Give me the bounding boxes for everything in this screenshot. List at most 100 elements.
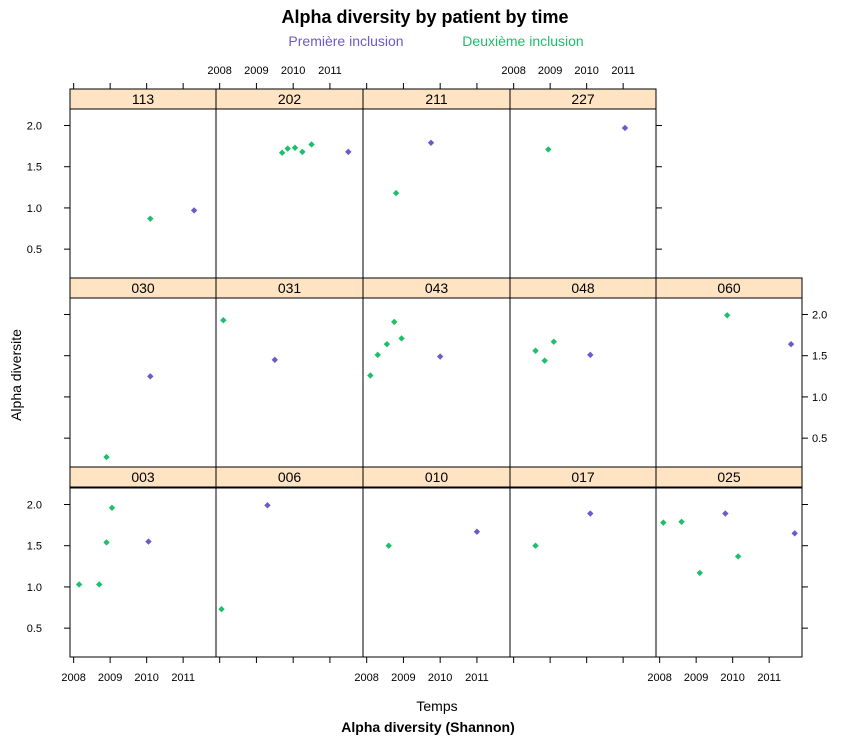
y-tick-label: 1.0: [27, 203, 42, 215]
strip-label: 202: [278, 91, 302, 107]
data-point: [108, 504, 116, 511]
x-tick-label: 2011: [465, 672, 489, 684]
panel-202: 202: [215, 88, 364, 279]
panel-frame: [655, 487, 803, 658]
data-point: [550, 338, 557, 345]
data-point: [678, 518, 685, 525]
panel-025: 025: [655, 466, 803, 658]
data-point: [587, 351, 594, 359]
data-point: [308, 141, 315, 148]
x-tick-label: 2009: [684, 672, 708, 684]
data-point: [284, 145, 291, 152]
data-point: [264, 502, 271, 509]
panel-frame: [655, 297, 803, 468]
data-point: [383, 340, 391, 348]
x-tick-label: 2008: [207, 65, 231, 77]
panel-frame: [362, 108, 511, 279]
y-tick-label: 2.0: [27, 499, 42, 511]
data-point: [278, 149, 286, 156]
x-tick-label: 2010: [281, 65, 305, 77]
data-point: [436, 353, 444, 360]
data-point: [190, 207, 198, 214]
panel-frame: [69, 297, 217, 468]
panel-227: 227: [509, 88, 657, 279]
data-point: [545, 146, 552, 153]
x-tick-label: 2010: [134, 672, 158, 684]
data-point: [147, 373, 154, 380]
strip-label: 003: [131, 469, 155, 485]
data-point: [291, 144, 299, 151]
panel-211: 211: [362, 88, 511, 279]
panel-048: 048: [509, 277, 657, 468]
panel-frame: [69, 487, 217, 658]
panel-frame: [509, 108, 657, 279]
y-axis-label: Alpha diversite: [8, 329, 24, 421]
panel-030: 030: [69, 277, 217, 468]
panel-frame: [362, 487, 511, 658]
panel-frame: [215, 297, 364, 468]
strip-label: 043: [425, 280, 449, 296]
strip-label: 048: [571, 280, 595, 296]
strip-label: 030: [131, 280, 155, 296]
data-point: [398, 335, 405, 342]
panel-060: 060: [655, 277, 803, 468]
data-point: [541, 357, 548, 364]
data-point: [220, 317, 227, 324]
x-tick-label: 2009: [98, 672, 122, 684]
strip-label: 060: [717, 280, 741, 296]
x-tick-label: 2011: [611, 65, 635, 77]
x-tick-label: 2008: [354, 672, 378, 684]
x-tick-label: 2010: [720, 672, 744, 684]
legend-series-2: Deuxième inclusion: [462, 33, 583, 49]
data-point: [271, 356, 278, 364]
panel-frame: [215, 108, 364, 279]
data-point: [367, 372, 374, 379]
panel-017: 017: [509, 466, 657, 658]
x-tick-label: 2009: [391, 672, 415, 684]
panel-003: 003: [69, 466, 217, 658]
x-tick-label: 2011: [171, 672, 195, 684]
strip-label: 006: [278, 469, 302, 485]
data-point: [103, 453, 110, 461]
data-point: [791, 530, 798, 537]
chart-title: Alpha diversity by patient by time: [281, 7, 568, 27]
panel-031: 031: [215, 277, 364, 468]
x-tick-label: 2010: [574, 65, 598, 77]
x-tick-label: 2011: [318, 65, 342, 77]
data-point: [696, 569, 703, 577]
y-tick-label: 1.0: [812, 392, 827, 404]
data-point: [103, 539, 110, 546]
strip-label: 010: [425, 469, 449, 485]
panel-frame: [215, 487, 364, 658]
data-point: [299, 148, 306, 156]
strip-label: 031: [278, 280, 302, 296]
panel-043: 043: [362, 277, 511, 468]
x-axis-label: Temps: [416, 698, 457, 714]
y-tick-label: 1.5: [27, 162, 42, 174]
strip-bg: [655, 466, 803, 488]
y-tick-label: 1.0: [27, 582, 42, 594]
data-point: [621, 124, 629, 132]
x-tick-label: 2008: [647, 672, 671, 684]
data-point: [391, 318, 398, 326]
x-tick-label: 2011: [757, 672, 781, 684]
x-tick-label: 2008: [61, 672, 85, 684]
x-tick-label: 2009: [538, 65, 562, 77]
data-point: [787, 340, 795, 348]
data-point: [722, 510, 729, 517]
x-tick-label: 2008: [501, 65, 525, 77]
x-tick-label: 2009: [244, 65, 268, 77]
y-tick-label: 1.5: [27, 541, 42, 553]
strip-label: 113: [132, 91, 155, 107]
data-point: [345, 148, 352, 156]
legend-series-1: Première inclusion: [288, 33, 403, 49]
strip-label: 211: [425, 91, 448, 107]
strip-label: 025: [717, 469, 741, 485]
panel-010: 010: [362, 466, 511, 658]
data-point: [723, 312, 731, 319]
panel-frame: [509, 487, 657, 658]
strip-label: 017: [571, 469, 595, 485]
y-tick-label: 2.0: [27, 120, 42, 132]
data-point: [532, 347, 539, 354]
